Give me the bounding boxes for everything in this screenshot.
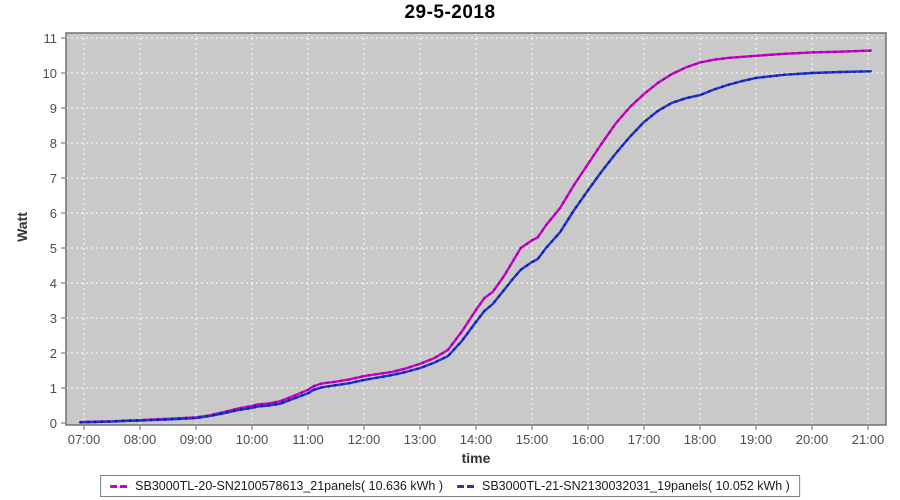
x-axis-label: time: [461, 450, 491, 466]
x-tick-label: 13:00: [404, 432, 437, 447]
series2-line-swatch-icon: [457, 484, 477, 488]
y-tick-label: 1: [50, 381, 57, 396]
plot-border: [65, 32, 887, 426]
x-tick-label: 08:00: [124, 432, 157, 447]
x-tick-label: 09:00: [180, 432, 213, 447]
x-tick-label: 21:00: [852, 432, 885, 447]
legend-label-series1: SB3000TL-20-SN2100578613_21panels( 10.63…: [135, 479, 443, 493]
y-tick-label: 2: [50, 346, 57, 361]
y-tick-label: 6: [50, 206, 57, 221]
y-tick-label: 5: [50, 241, 57, 256]
y-tick-label: 9: [50, 101, 57, 116]
legend-item-series1: SB3000TL-20-SN2100578613_21panels( 10.63…: [110, 479, 443, 493]
y-tick-label: 10: [43, 66, 57, 81]
x-tick-label: 12:00: [348, 432, 381, 447]
chart-legend: SB3000TL-20-SN2100578613_21panels( 10.63…: [100, 475, 800, 497]
x-tick-label: 19:00: [740, 432, 773, 447]
legend-label-series2: SB3000TL-21-SN2130032031_19panels( 10.05…: [482, 479, 790, 493]
x-tick-label: 20:00: [796, 432, 829, 447]
chart-title: 29-5-2018: [404, 2, 496, 23]
y-tick-label: 11: [44, 31, 58, 46]
y-tick-label: 8: [50, 136, 57, 151]
x-tick-label: 11:00: [292, 432, 324, 447]
x-tick-label: 16:00: [572, 432, 605, 447]
x-tick-label: 18:00: [684, 432, 717, 447]
x-tick-label: 14:00: [460, 432, 493, 447]
x-tick-label: 15:00: [516, 432, 549, 447]
chart-plot: 07:00 08:00 09:00 10:00 11:00 12:00 13:00 14:00…: [43, 31, 887, 447]
y-tick-label: 3: [50, 311, 57, 326]
legend-item-series2: SB3000TL-21-SN2130032031_19panels( 10.05…: [457, 479, 790, 493]
x-tick-label: 10:00: [236, 432, 269, 447]
series-line-dash-2: [80, 70, 871, 424]
x-tick-label: 07:00: [68, 432, 101, 447]
y-tick-label: 0: [50, 416, 57, 431]
series1-line-swatch-icon: [110, 484, 131, 488]
y-tick-label: 7: [50, 171, 57, 186]
y-tick-label: 4: [50, 276, 57, 291]
x-tick-label: 17:00: [628, 432, 661, 447]
